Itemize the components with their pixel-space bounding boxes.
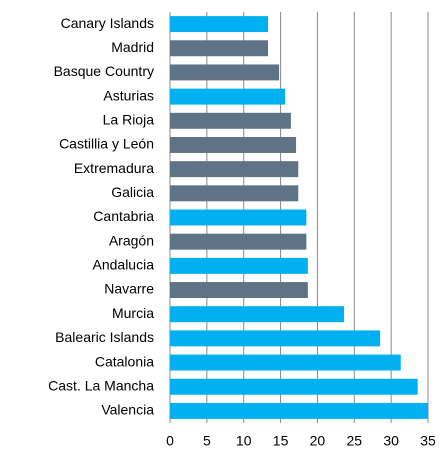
bar: [170, 136, 297, 153]
x-tick-label: 0: [166, 433, 174, 449]
y-tick-label: Castillia y León: [59, 136, 154, 152]
x-tick-label: 15: [273, 433, 289, 449]
x-tick-label: 30: [383, 433, 399, 449]
bar: [170, 112, 291, 129]
bar: [170, 330, 381, 347]
y-tick-label: Asturias: [103, 87, 154, 103]
y-tick-label: Canary Islands: [61, 15, 154, 31]
bar: [170, 161, 299, 178]
bar: [170, 282, 308, 299]
y-tick-label: Basque Country: [54, 63, 154, 79]
bar: [170, 257, 308, 274]
y-tick-label: Balearic Islands: [55, 329, 154, 345]
bar: [170, 378, 418, 395]
bar: [170, 306, 344, 323]
x-tick-label: 20: [310, 433, 326, 449]
y-tick-label: La Rioja: [103, 111, 155, 127]
bar: [170, 233, 307, 250]
bar: [170, 354, 401, 371]
bar: [170, 185, 299, 202]
x-tick-label: 5: [203, 433, 211, 449]
bar: [170, 402, 428, 419]
y-tick-label: Catalonia: [95, 353, 154, 369]
y-tick-label: Cantabria: [93, 208, 154, 224]
x-tick-label: 25: [346, 433, 362, 449]
bar: [170, 209, 307, 226]
y-tick-label: Aragón: [109, 232, 154, 248]
y-tick-label: Andalucia: [93, 257, 155, 273]
y-tick-label: Navarre: [104, 281, 154, 297]
y-tick-label: Extremadura: [74, 160, 154, 176]
y-tick-label: Madrid: [111, 39, 154, 55]
x-tick-label: 35: [420, 433, 436, 449]
y-tick-label: Murcia: [112, 305, 154, 321]
bar: [170, 64, 280, 81]
y-tick-label: Valencia: [101, 402, 154, 418]
y-tick-label: Galicia: [111, 184, 154, 200]
bar: [170, 16, 269, 33]
x-tick-label: 10: [236, 433, 252, 449]
bar: [170, 88, 285, 105]
y-tick-label: Cast. La Mancha: [48, 377, 154, 393]
bar: [170, 40, 269, 57]
